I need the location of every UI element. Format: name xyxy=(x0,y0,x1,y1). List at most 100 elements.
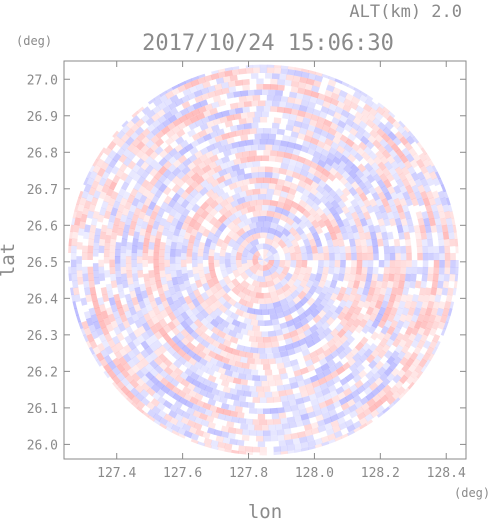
radar-cell xyxy=(367,325,377,335)
radar-cell xyxy=(196,136,206,145)
radar-cell xyxy=(136,256,143,264)
radar-cell xyxy=(348,383,358,393)
radar-cell xyxy=(382,384,392,394)
radar-cell xyxy=(332,425,342,434)
x-tick-label: 128.4 xyxy=(427,466,466,481)
radar-cell xyxy=(257,264,264,271)
x-tick-label: 127.4 xyxy=(97,466,136,481)
radar-cell xyxy=(197,161,207,170)
radar-cell xyxy=(97,342,106,352)
radar-cell xyxy=(195,231,203,241)
radar-cell xyxy=(265,166,273,173)
radar-cell xyxy=(101,339,110,349)
radar-cell xyxy=(173,151,183,161)
radar-cell xyxy=(434,340,441,349)
radar-cell xyxy=(170,293,179,303)
radar-cell xyxy=(265,73,273,79)
radar-cell xyxy=(123,344,132,354)
radar-cell xyxy=(210,387,220,396)
radar-cell xyxy=(384,367,393,377)
radar-cell xyxy=(88,323,97,333)
radar-cell xyxy=(356,364,366,374)
radar-cell xyxy=(93,276,101,285)
radar-cell xyxy=(313,385,323,394)
radar-cell xyxy=(103,146,113,156)
radar-cell xyxy=(209,310,219,320)
radar-cell xyxy=(389,266,396,275)
radar-cell xyxy=(124,175,133,185)
radar-cell xyxy=(171,317,181,327)
radar-cell xyxy=(104,177,113,187)
radar-cell xyxy=(177,389,187,399)
radar-cell xyxy=(424,359,431,367)
radar-cell xyxy=(268,358,276,365)
radar-cell xyxy=(204,306,214,316)
radar-cell xyxy=(190,371,200,381)
radar-cell xyxy=(452,287,457,296)
radar-cell xyxy=(125,263,132,271)
radar-cell xyxy=(185,224,194,234)
radar-cell xyxy=(290,80,300,88)
radar-cell xyxy=(108,181,118,191)
radar-cell xyxy=(292,125,301,133)
radar-cell xyxy=(297,110,306,118)
radar-cell xyxy=(387,402,396,410)
radar-cell xyxy=(429,340,438,350)
radar-cell xyxy=(183,360,193,370)
radar-cell xyxy=(291,171,301,180)
radar-cell xyxy=(188,426,198,435)
radar-cell xyxy=(92,352,99,361)
radar-cell xyxy=(299,279,308,289)
radar-cell xyxy=(236,244,245,254)
radar-cell xyxy=(202,282,211,292)
radar-cell xyxy=(131,245,138,254)
radar-cell xyxy=(232,354,242,362)
radar-cell xyxy=(231,286,241,296)
radar-cell xyxy=(75,210,83,219)
radar-cell xyxy=(285,439,294,446)
radar-cell xyxy=(334,78,343,84)
radar-cell xyxy=(323,292,333,302)
radar-cell xyxy=(259,452,267,456)
radar-cell xyxy=(341,231,349,241)
radar-cell xyxy=(71,294,76,302)
radar-cell xyxy=(233,158,242,166)
radar-cell xyxy=(208,248,215,257)
radar-cell xyxy=(350,181,360,191)
radar-cell xyxy=(436,203,444,213)
radar-cell xyxy=(264,274,274,282)
radar-cell xyxy=(140,306,149,316)
radar-cell xyxy=(263,255,269,260)
radar-cell xyxy=(178,228,187,237)
radar-cell xyxy=(273,451,281,456)
radar-cell xyxy=(294,448,302,453)
radar-cell xyxy=(347,205,357,215)
radar-cell xyxy=(217,71,226,79)
radar-cell xyxy=(223,333,233,342)
radar-cell xyxy=(133,303,142,313)
radar-cell xyxy=(307,445,316,451)
radar-cell xyxy=(322,368,332,377)
radar-cell xyxy=(399,356,409,366)
radar-cell xyxy=(393,185,402,195)
radar-cell xyxy=(297,132,306,141)
radar-cell xyxy=(198,269,206,278)
y-tick-label: 26.0 xyxy=(27,438,58,453)
radar-cell xyxy=(301,323,311,332)
radar-cell xyxy=(411,184,420,194)
radar-cell xyxy=(361,266,368,275)
radar-cell xyxy=(337,139,348,149)
radar-cell xyxy=(211,339,221,349)
radar-cell xyxy=(247,89,256,96)
radar-cell xyxy=(265,100,273,107)
radar-cell xyxy=(371,238,378,247)
radar-cell xyxy=(401,363,411,373)
radar-cell xyxy=(381,167,391,177)
radar-cell xyxy=(126,270,133,278)
radar-cell xyxy=(255,336,264,343)
radar-cell xyxy=(438,273,445,282)
radar-cell xyxy=(431,320,440,330)
radar-cell xyxy=(301,252,308,261)
radar-cell xyxy=(385,338,395,348)
radar-cell xyxy=(283,107,292,115)
